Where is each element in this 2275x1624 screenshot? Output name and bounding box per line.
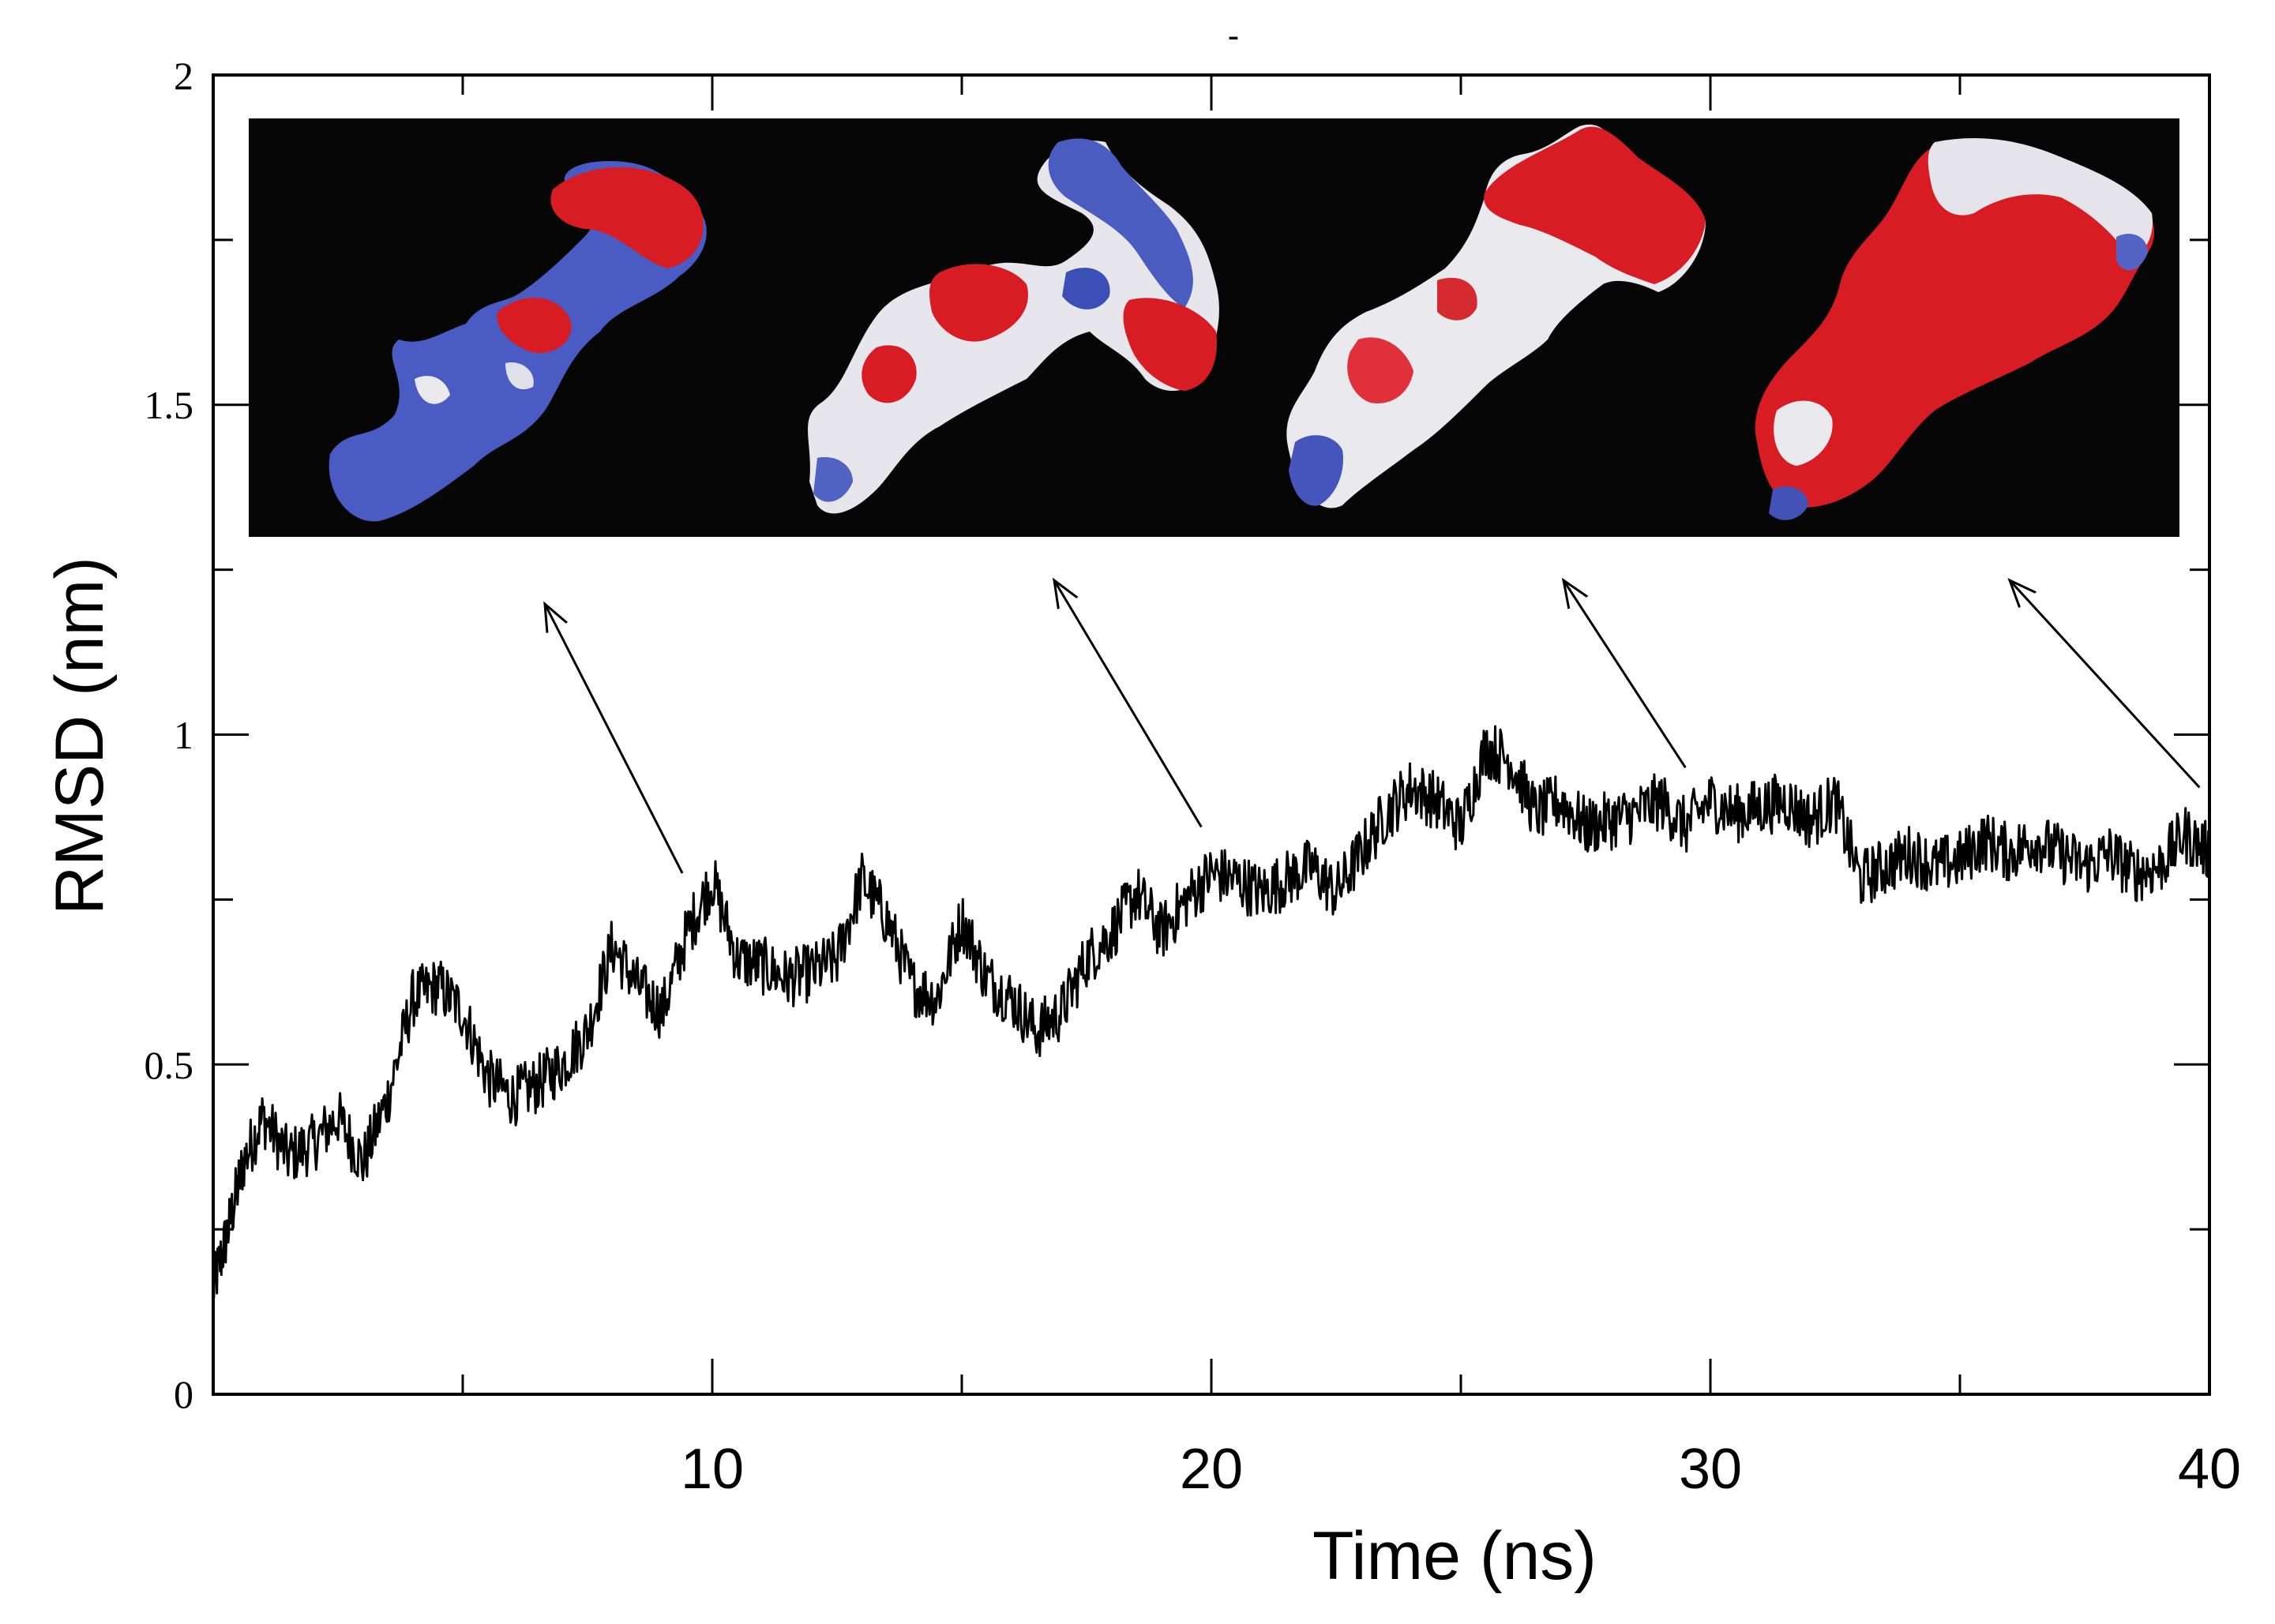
x-tick-label-20: 20 [1180, 1438, 1243, 1501]
y-tick-label-1: 1 [174, 713, 193, 757]
chart-title: - [1228, 17, 1240, 55]
inset-image [249, 118, 2179, 537]
x-axis-ticks [461, 75, 1962, 1394]
structure-3 [1286, 124, 1706, 508]
annotation-arrow-2 [1054, 580, 1203, 828]
structure-1 [328, 161, 707, 522]
x-tick-label-10: 10 [681, 1438, 744, 1501]
y-tick-label-1.5: 1.5 [145, 383, 194, 427]
rmsd-series-line [212, 725, 2211, 1300]
structure-4 [1755, 138, 2155, 520]
y-tick-label-2: 2 [174, 54, 193, 98]
x-axis-label: Time (ns) [1312, 1518, 1597, 1594]
y-tick-label-0: 0 [174, 1372, 193, 1416]
y-axis-ticks [213, 238, 2209, 1231]
annotation-arrows [545, 580, 2201, 874]
y-tick-label-0.5: 0.5 [145, 1043, 194, 1087]
annotation-arrow-1 [545, 604, 684, 874]
x-tick-label-40: 40 [2178, 1438, 2241, 1501]
structure-2 [808, 138, 1219, 514]
annotation-arrow-3 [1564, 580, 1687, 769]
x-tick-label-30: 30 [1679, 1438, 1742, 1501]
annotation-arrow-4 [2010, 580, 2201, 789]
y-axis-label: RMSD (nm) [42, 557, 118, 915]
